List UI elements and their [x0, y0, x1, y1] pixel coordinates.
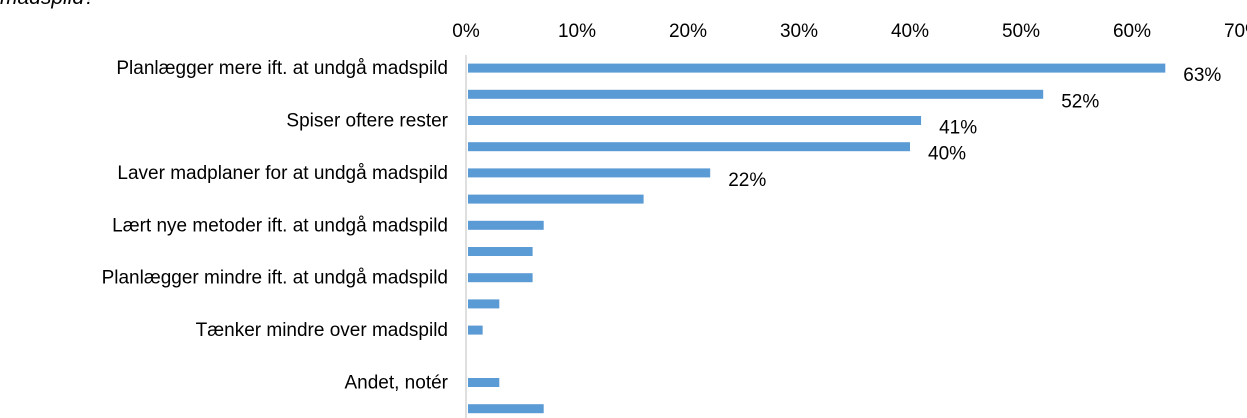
category-label: Planlægger mindre ift. at undgå madspild	[102, 268, 448, 289]
data-labels: 63% 52% 41% 40% 22%	[728, 65, 1221, 191]
bars	[468, 63, 1166, 414]
x-tick-labels: 0% 10% 20% 30% 40% 50% 60% 70%	[452, 21, 1247, 42]
x-tick-label: 70%	[1224, 21, 1247, 42]
bar	[468, 247, 533, 256]
x-tick-label: 10%	[558, 21, 596, 42]
category-label: Andet, notér	[344, 373, 448, 394]
bar	[468, 404, 544, 414]
bar	[468, 299, 500, 309]
data-label: 52%	[1061, 91, 1099, 112]
data-label: 41%	[939, 118, 977, 139]
x-tick-label: 40%	[891, 21, 929, 42]
bar	[468, 116, 922, 125]
x-tick-label: 30%	[780, 21, 818, 42]
category-label: Tænker mindre over madspild	[196, 320, 448, 341]
category-labels: Planlægger mere ift. at undgå madspild Sp…	[102, 58, 449, 393]
bar	[468, 220, 544, 230]
bar	[468, 63, 1166, 73]
x-tick-label: 20%	[669, 21, 707, 42]
x-tick-label: 50%	[1002, 21, 1040, 42]
bar	[468, 168, 711, 178]
bar	[468, 142, 910, 152]
data-label: 40%	[928, 144, 966, 165]
category-label: Laver madplaner for at undgå madspild	[117, 163, 448, 184]
data-label: 22%	[728, 170, 766, 191]
bar	[468, 89, 1044, 99]
bar	[468, 325, 483, 335]
x-tick-label: 60%	[1113, 21, 1151, 42]
bar	[468, 273, 533, 283]
data-label: 63%	[1183, 65, 1221, 86]
category-label: Lært nye metoder ift. at undgå madspild	[112, 215, 448, 236]
x-tick-label: 0%	[452, 21, 480, 42]
chart-title: madspild?	[0, 0, 96, 10]
bar	[468, 378, 500, 387]
bar	[468, 194, 644, 204]
category-label: Planlægger mere ift. at undgå madspild	[116, 58, 448, 79]
category-label: Spiser oftere rester	[286, 111, 448, 132]
